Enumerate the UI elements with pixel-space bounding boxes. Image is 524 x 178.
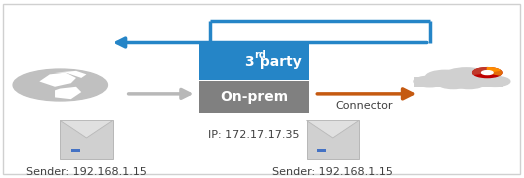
Text: 3: 3 xyxy=(245,55,254,69)
Circle shape xyxy=(473,68,502,78)
Circle shape xyxy=(425,70,465,84)
Text: On-prem: On-prem xyxy=(220,90,288,104)
Bar xyxy=(71,149,80,152)
FancyBboxPatch shape xyxy=(60,121,113,159)
Wedge shape xyxy=(487,68,502,75)
Wedge shape xyxy=(487,68,500,73)
FancyBboxPatch shape xyxy=(414,77,503,87)
Circle shape xyxy=(467,73,502,85)
Circle shape xyxy=(13,69,107,101)
Polygon shape xyxy=(60,121,113,138)
Circle shape xyxy=(414,76,445,87)
Text: Connector: Connector xyxy=(335,101,393,111)
Text: rd: rd xyxy=(254,50,266,60)
FancyBboxPatch shape xyxy=(3,4,520,174)
Bar xyxy=(317,149,326,152)
Text: Sender: 192.168.1.15: Sender: 192.168.1.15 xyxy=(26,167,147,177)
Circle shape xyxy=(444,68,488,83)
Wedge shape xyxy=(473,68,487,74)
Polygon shape xyxy=(307,121,359,138)
Circle shape xyxy=(482,71,493,75)
FancyBboxPatch shape xyxy=(199,82,309,113)
Polygon shape xyxy=(39,73,76,87)
Polygon shape xyxy=(55,71,86,78)
Circle shape xyxy=(481,77,510,87)
Text: IP: 172.17.17.35: IP: 172.17.17.35 xyxy=(209,130,300,140)
FancyBboxPatch shape xyxy=(307,121,359,159)
Text: party: party xyxy=(255,55,302,69)
FancyBboxPatch shape xyxy=(199,44,309,80)
Circle shape xyxy=(438,78,469,89)
Text: Sender: 192.168.1.15: Sender: 192.168.1.15 xyxy=(272,167,393,177)
Polygon shape xyxy=(55,87,81,99)
Circle shape xyxy=(453,78,485,89)
